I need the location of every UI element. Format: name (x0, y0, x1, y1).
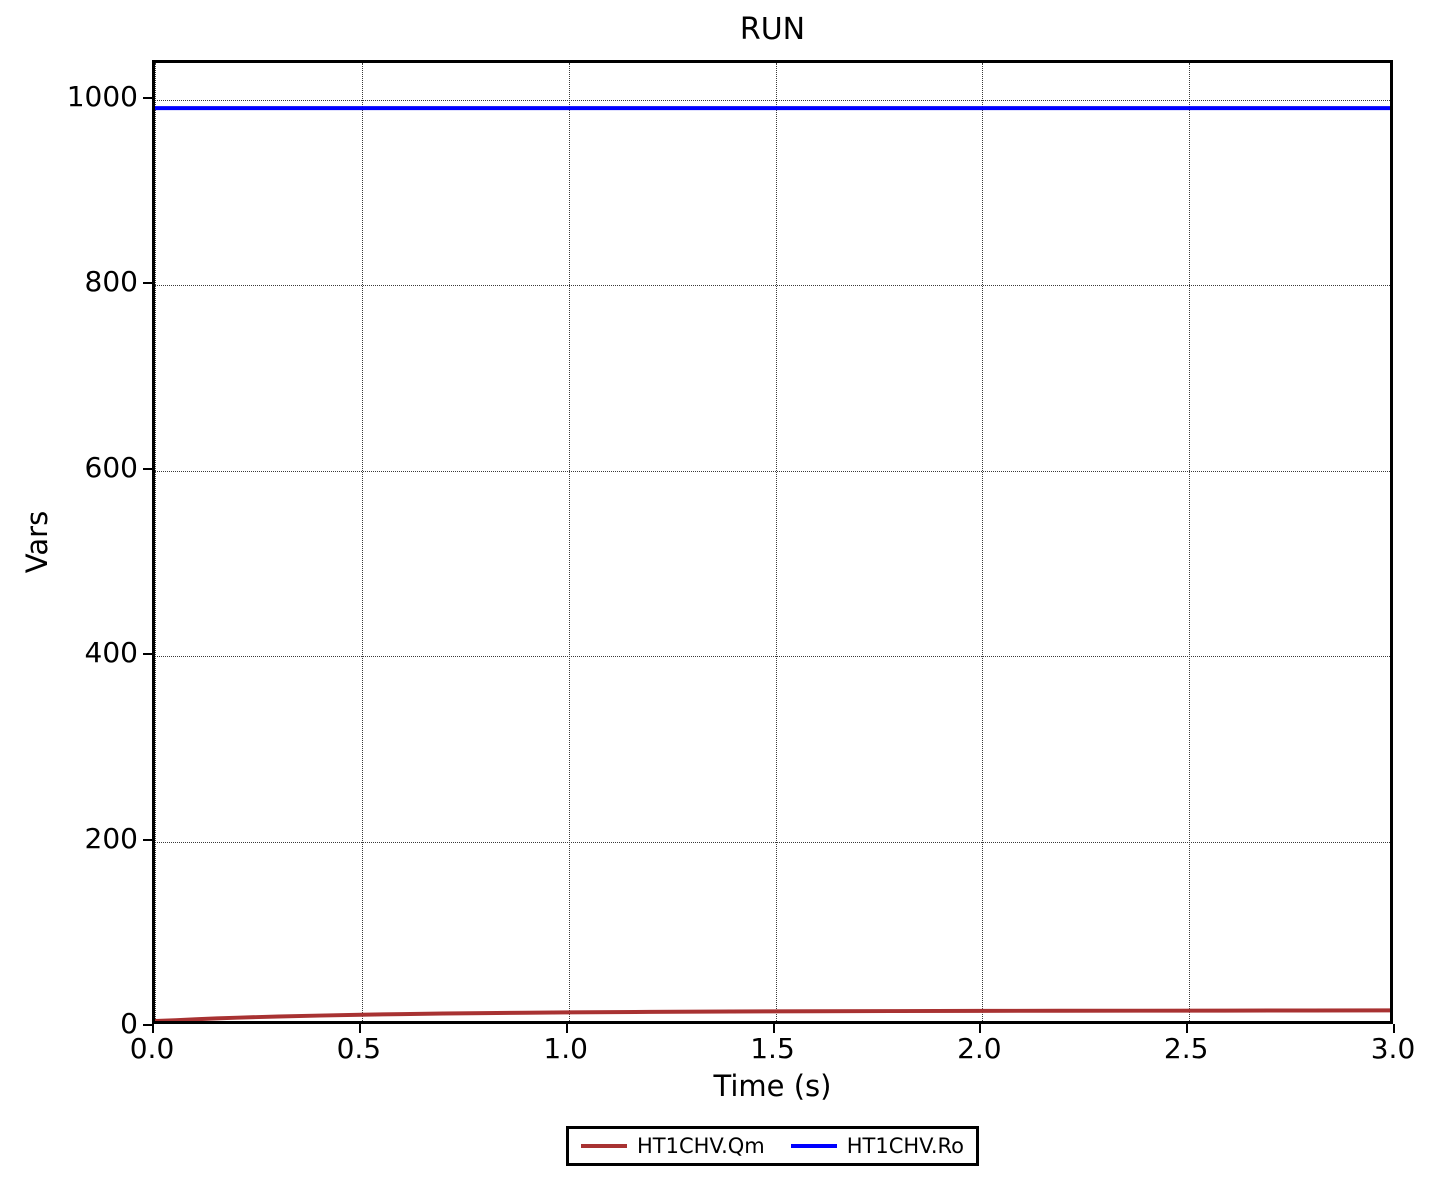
x-tick (979, 1024, 982, 1033)
x-tick (772, 1024, 775, 1033)
series-line-ht1chv-qm (155, 1008, 1390, 1021)
y-tick (143, 282, 152, 285)
gridline-horizontal (155, 841, 1390, 843)
y-tick (143, 653, 152, 656)
legend-line-swatch (790, 1144, 837, 1148)
gridline-horizontal (155, 656, 1390, 658)
y-tick-label: 0 (120, 1007, 138, 1040)
x-tick-label: 1.5 (750, 1032, 795, 1065)
x-axis-label: Time (s) (713, 1069, 832, 1103)
y-tick (143, 1024, 152, 1026)
legend-label: HT1CHV.Ro (846, 1134, 965, 1158)
gridline-vertical (361, 63, 363, 1021)
gridline-vertical (1189, 63, 1191, 1021)
y-tick-label: 800 (84, 265, 138, 299)
plot-inner (155, 63, 1390, 1021)
x-tick-label: 0.5 (336, 1032, 382, 1065)
gridline-vertical (568, 63, 570, 1021)
y-tick (143, 97, 152, 100)
y-tick-label: 400 (84, 636, 138, 670)
y-tick (143, 467, 152, 470)
gridline-horizontal (155, 100, 1390, 102)
x-tick-label: 2.0 (957, 1032, 1002, 1065)
x-tick (565, 1024, 568, 1033)
chart-title: RUN (739, 12, 806, 47)
y-tick-label: 1000 (66, 80, 138, 114)
legend-entry[interactable]: HT1CHV.Ro (790, 1133, 965, 1159)
gridline-vertical (775, 63, 777, 1021)
gridline-horizontal (155, 285, 1390, 287)
x-tick (1393, 1024, 1395, 1033)
gridline-vertical (155, 63, 156, 1021)
x-tick (358, 1024, 361, 1033)
x-tick-label: 1.0 (543, 1032, 588, 1065)
y-axis-label: Vars (20, 510, 54, 574)
legend[interactable]: HT1CHV.Qm HT1CHV.Ro (565, 1126, 980, 1166)
x-tick-label: 3.0 (1370, 1032, 1416, 1065)
x-tick (1186, 1024, 1189, 1033)
x-tick-label: 0.0 (129, 1032, 175, 1065)
x-tick (152, 1024, 154, 1033)
y-tick (143, 838, 152, 841)
plot-area (152, 60, 1393, 1024)
x-tick-label: 2.5 (1163, 1032, 1209, 1065)
legend-label: HT1CHV.Qm (636, 1134, 765, 1158)
gridline-vertical (982, 63, 984, 1021)
gridline-horizontal (155, 470, 1390, 472)
legend-line-swatch (580, 1144, 627, 1148)
series-layer (155, 106, 1390, 1021)
legend-entry[interactable]: HT1CHV.Qm (580, 1133, 765, 1159)
y-tick-label: 200 (84, 821, 138, 855)
y-tick-label: 600 (84, 450, 138, 484)
